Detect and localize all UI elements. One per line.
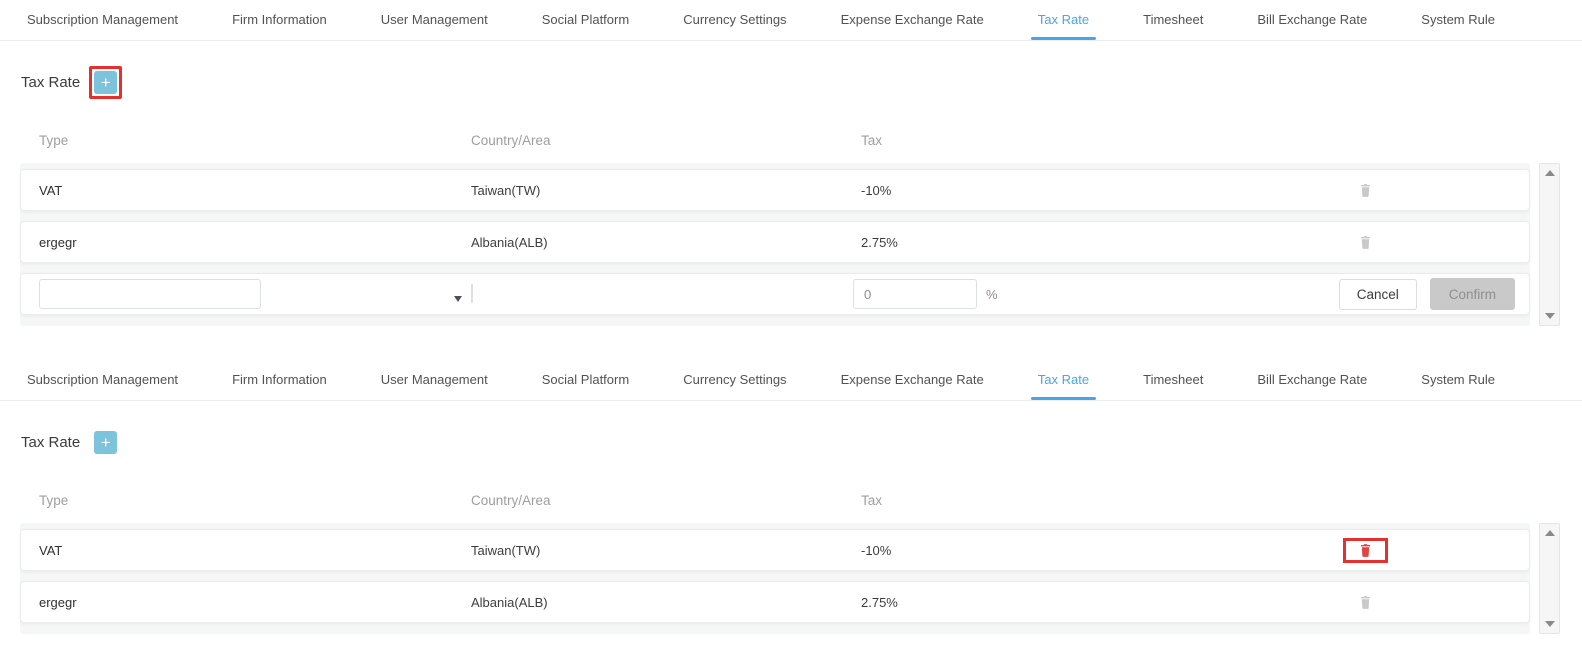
cell-type: ergegr — [39, 594, 77, 610]
cancel-button[interactable]: Cancel — [1338, 278, 1417, 310]
tab-timesheet[interactable]: Timesheet — [1143, 12, 1204, 27]
tax-rate-list: VAT Taiwan(TW) -10% ergegr Albania(ALB) … — [20, 163, 1530, 326]
table-header: Type Country/Area Tax — [20, 483, 1530, 517]
tab-firm-information[interactable]: Firm Information — [232, 12, 327, 27]
settings-tab-bar: Subscription Management Firm Information… — [0, 360, 1582, 401]
cell-type: ergegr — [39, 234, 77, 250]
cell-type: VAT — [39, 182, 63, 198]
column-header-country-area: Country/Area — [471, 492, 551, 508]
add-button-wrap: + — [89, 426, 122, 459]
chevron-down-icon — [454, 296, 462, 302]
cell-tax: -10% — [861, 182, 892, 198]
tab-currency-settings[interactable]: Currency Settings — [683, 12, 787, 27]
column-header-tax: Tax — [861, 132, 883, 148]
cell-country: Albania(ALB) — [471, 234, 548, 250]
tab-bill-exchange-rate[interactable]: Bill Exchange Rate — [1257, 372, 1368, 387]
delete-row-icon[interactable] — [1360, 543, 1371, 557]
highlight-box-delete-icon — [1342, 537, 1388, 563]
add-tax-rate-button[interactable]: + — [94, 71, 118, 94]
table-row: ergegr Albania(ALB) 2.75% — [20, 221, 1530, 263]
tab-subscription-management[interactable]: Subscription Management — [27, 372, 179, 387]
tab-timesheet[interactable]: Timesheet — [1143, 372, 1204, 387]
vertical-scrollbar[interactable] — [1539, 523, 1560, 634]
cell-tax: 2.75% — [861, 594, 898, 610]
add-tax-rate-button[interactable]: + — [94, 431, 118, 454]
tab-social-platform[interactable]: Social Platform — [541, 372, 630, 387]
country-area-select[interactable] — [454, 284, 473, 303]
highlight-box-add-button: + — [89, 66, 123, 99]
cell-tax: -10% — [861, 542, 892, 558]
tab-bill-exchange-rate[interactable]: Bill Exchange Rate — [1257, 12, 1368, 27]
vertical-scrollbar[interactable] — [1539, 163, 1560, 326]
column-header-country-area: Country/Area — [471, 132, 551, 148]
page-title: Tax Rate — [21, 74, 81, 91]
tab-user-management[interactable]: User Management — [380, 12, 488, 27]
settings-screen-bottom: Subscription Management Firm Information… — [0, 360, 1582, 634]
scroll-up-icon[interactable] — [1544, 530, 1555, 536]
new-tax-rate-edit-row: % Cancel Confirm — [20, 273, 1530, 315]
tab-system-rule[interactable]: System Rule — [1421, 12, 1495, 27]
cell-country: Taiwan(TW) — [471, 182, 541, 198]
delete-row-icon[interactable] — [1360, 183, 1371, 197]
delete-row-icon[interactable] — [1360, 595, 1371, 609]
tab-expense-exchange-rate[interactable]: Expense Exchange Rate — [840, 372, 984, 387]
scroll-down-icon[interactable] — [1544, 313, 1555, 319]
type-input[interactable] — [39, 279, 261, 309]
scroll-down-icon[interactable] — [1544, 621, 1555, 627]
settings-tab-bar: Subscription Management Firm Information… — [0, 0, 1582, 41]
tab-expense-exchange-rate[interactable]: Expense Exchange Rate — [840, 12, 984, 27]
cell-type: VAT — [39, 542, 63, 558]
cell-country: Albania(ALB) — [471, 594, 548, 610]
column-header-type: Type — [39, 492, 69, 508]
column-header-tax: Tax — [861, 492, 883, 508]
delete-row-icon[interactable] — [1360, 235, 1371, 249]
table-header: Type Country/Area Tax — [20, 123, 1530, 157]
confirm-button[interactable]: Confirm — [1429, 278, 1515, 310]
page-title: Tax Rate — [21, 434, 81, 451]
tab-tax-rate[interactable]: Tax Rate — [1030, 360, 1097, 400]
table-row: VAT Taiwan(TW) -10% — [20, 529, 1530, 571]
tab-subscription-management[interactable]: Subscription Management — [27, 12, 179, 27]
tax-value-input[interactable] — [853, 279, 977, 309]
table-row: ergegr Albania(ALB) 2.75% — [20, 581, 1530, 623]
tab-user-management[interactable]: User Management — [380, 372, 488, 387]
cell-country: Taiwan(TW) — [471, 542, 541, 558]
table-row: VAT Taiwan(TW) -10% — [20, 169, 1530, 211]
tab-firm-information[interactable]: Firm Information — [232, 372, 327, 387]
tab-tax-rate[interactable]: Tax Rate — [1030, 0, 1097, 40]
settings-screen-top: Subscription Management Firm Information… — [0, 0, 1582, 326]
column-header-type: Type — [39, 132, 69, 148]
percent-suffix: % — [986, 286, 998, 302]
cell-tax: 2.75% — [861, 234, 898, 250]
scroll-up-icon[interactable] — [1544, 170, 1555, 176]
tab-social-platform[interactable]: Social Platform — [541, 12, 630, 27]
tax-rate-list: VAT Taiwan(TW) -10% ergegr Albania(ALB) … — [20, 523, 1530, 634]
tab-system-rule[interactable]: System Rule — [1421, 372, 1495, 387]
tab-currency-settings[interactable]: Currency Settings — [683, 372, 787, 387]
